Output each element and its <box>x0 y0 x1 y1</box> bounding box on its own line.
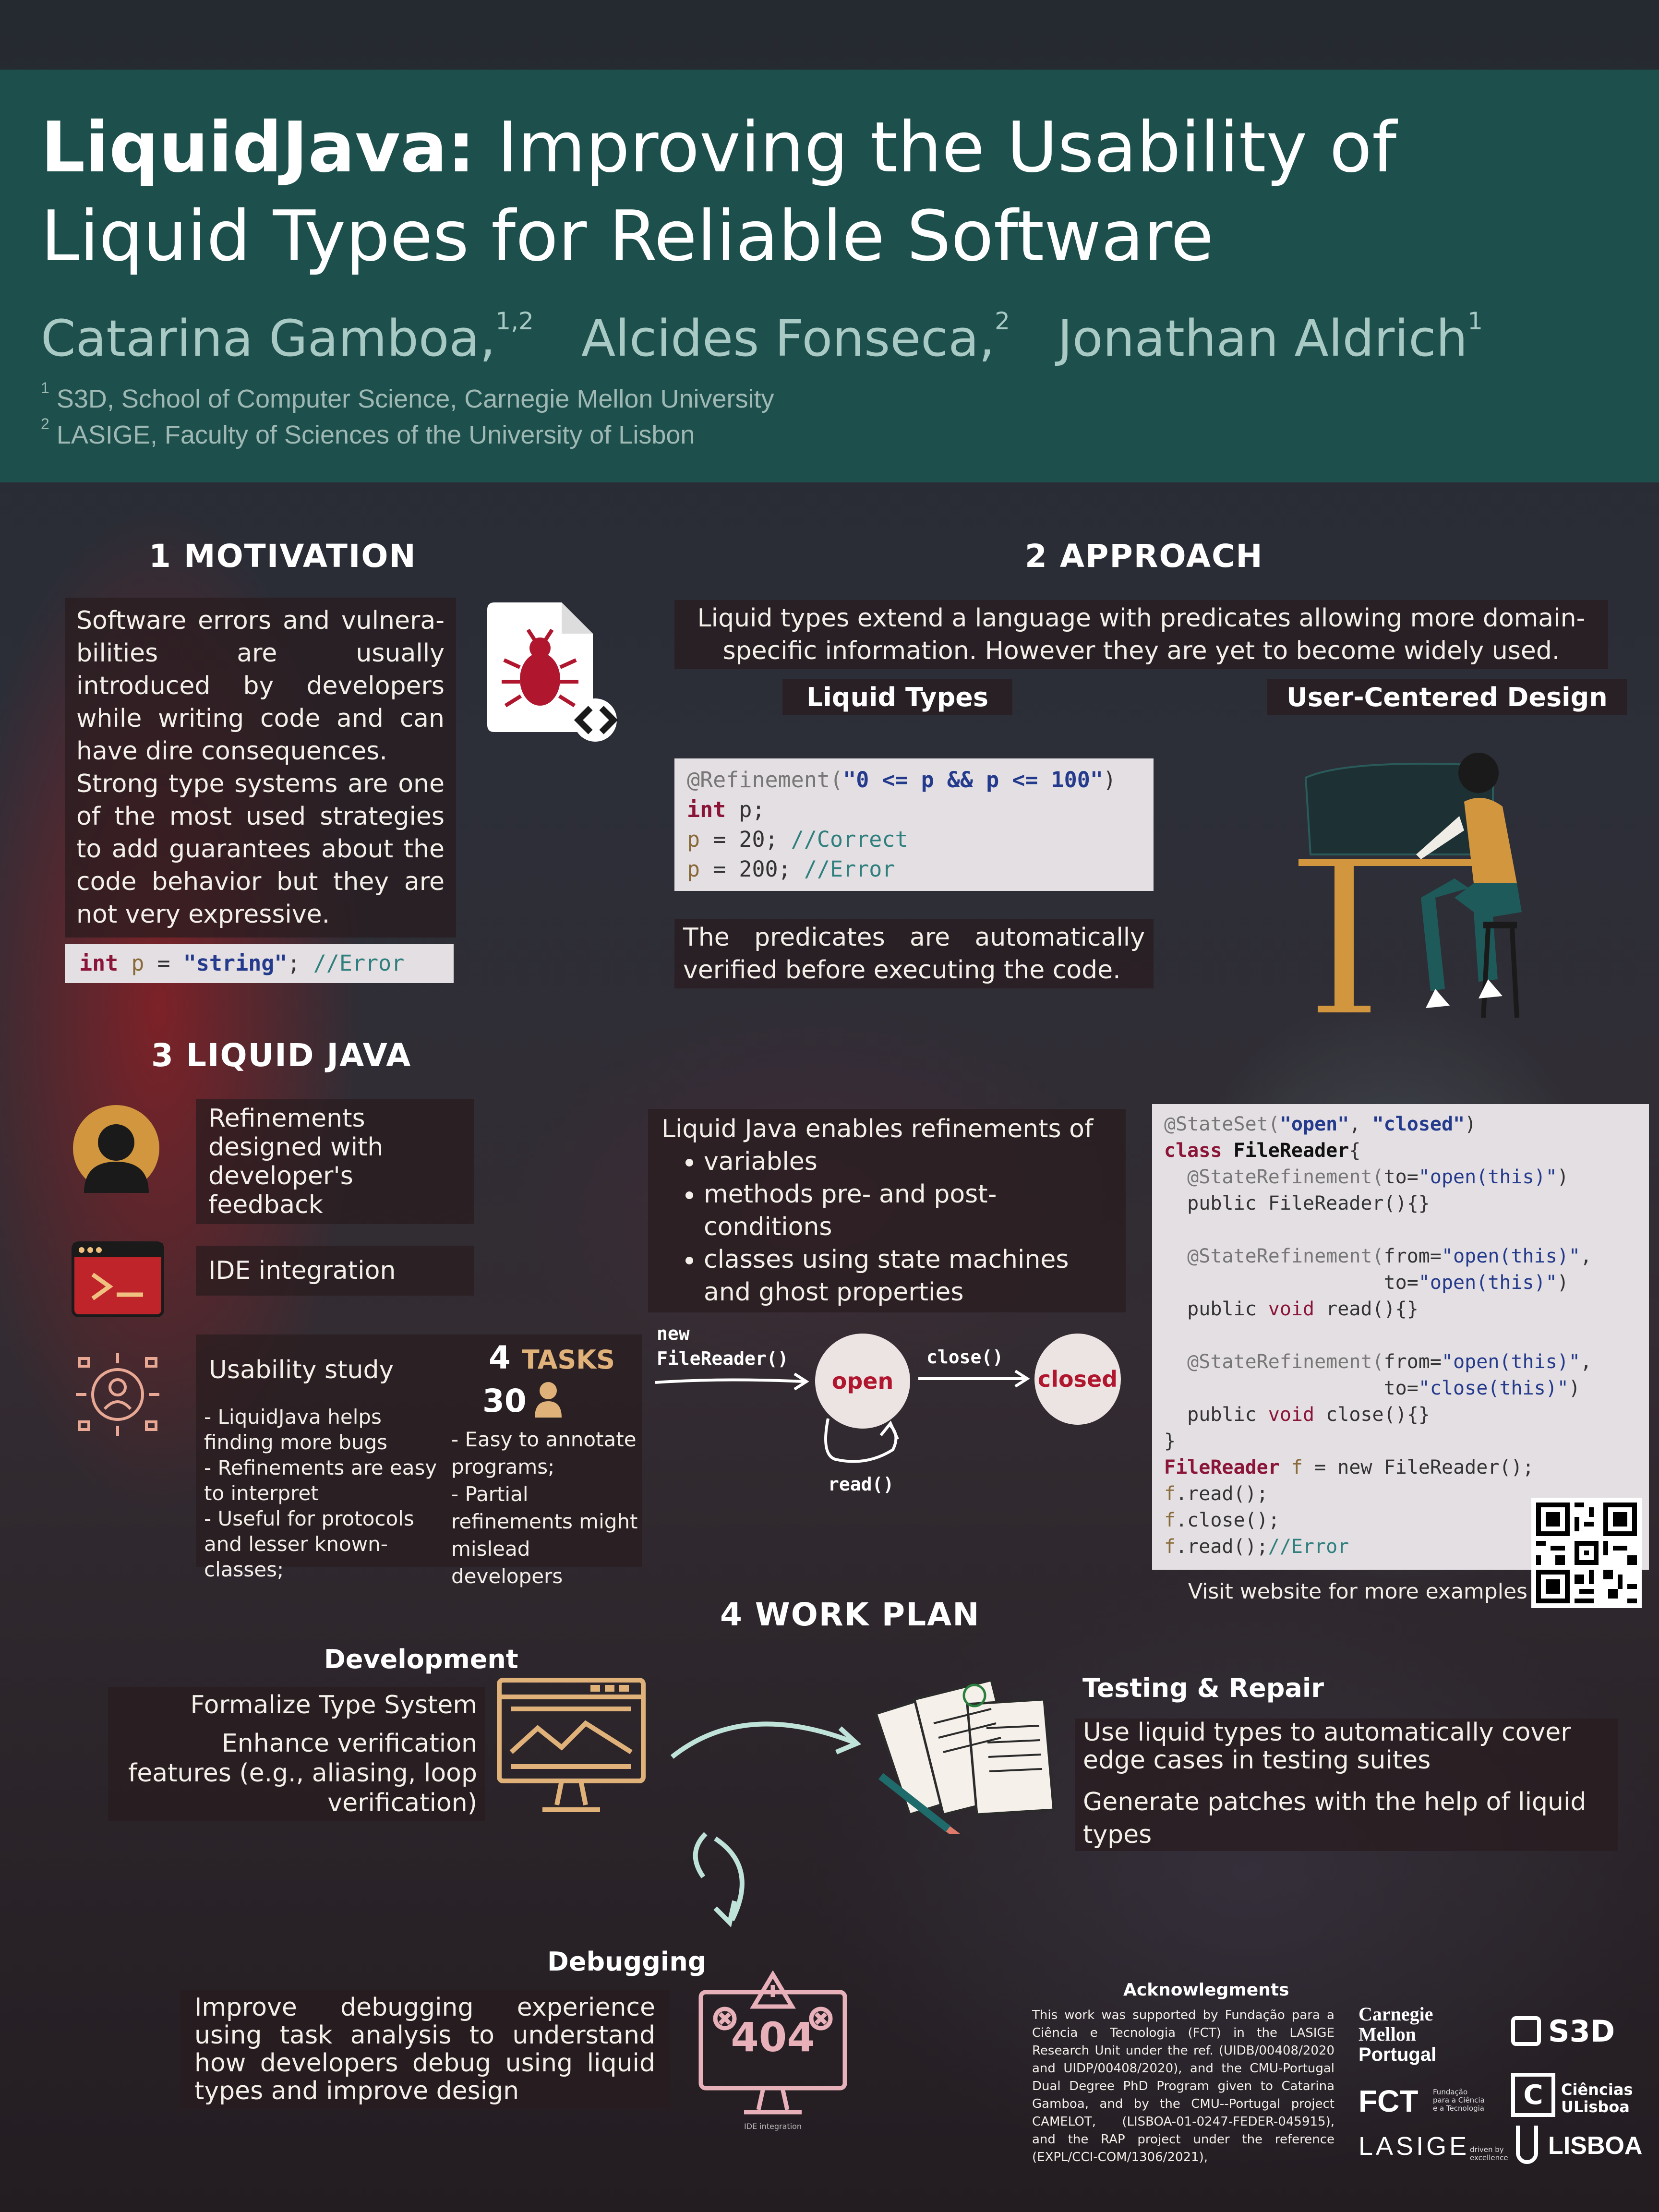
lasige-subtitle: driven by excellence <box>1470 2145 1508 2162</box>
documents-pen-icon <box>874 1678 1055 1834</box>
code-line <box>1164 1217 1637 1243</box>
enables-box: Liquid Java enables refinements of varia… <box>648 1109 1126 1312</box>
debugging-text: Improve debugging experience using task … <box>180 1990 670 2109</box>
feature-ide: IDE integration <box>196 1246 474 1296</box>
affiliation-2: 2 LASIGE, Faculty of Sciences of the Uni… <box>41 415 695 449</box>
poster-title: LiquidJava: Improving the Usability of L… <box>41 103 1577 281</box>
website-qr-code[interactable] <box>1531 1498 1642 1608</box>
s3d-logo-mark <box>1511 2016 1541 2046</box>
fct-subtitle: Fundação para a Ciência e a Tecnologia <box>1433 2088 1485 2113</box>
feature-usability: Usability study <box>209 1356 394 1384</box>
fct-logo: FCT <box>1358 2084 1419 2118</box>
code-line: @StateRefinement(from="open(this)", <box>1164 1351 1592 1373</box>
code-line: f.read();//Error <box>1164 1536 1349 1558</box>
cmu-portugal-logo: Carnegie Mellon Portugal <box>1358 2003 1437 2065</box>
developer-avatar-icon <box>73 1105 159 1193</box>
workplan-heading: 4 WORK PLAN <box>720 1596 980 1633</box>
lisboa-logo: LISBOA <box>1548 2132 1643 2160</box>
tasks-count: 4 TASKS <box>489 1339 615 1376</box>
participants-count: 30 <box>482 1382 527 1419</box>
code-line: public void read(){} <box>1164 1298 1419 1320</box>
code-line: @StateRefinement(to="open(this)") <box>1164 1166 1569 1188</box>
error-code: 404 <box>731 2014 815 2061</box>
code-line: to="open(this)") <box>1164 1272 1569 1294</box>
ulisboa-logo-mark <box>1516 2126 1538 2164</box>
title-bold: LiquidJava: <box>41 107 475 188</box>
state-closed: closed <box>1034 1334 1121 1425</box>
developer-at-desk-icon <box>1298 753 1522 1018</box>
lasige-logo: LASIGE <box>1358 2132 1470 2161</box>
code-line: } <box>1164 1430 1176 1452</box>
testing-items: Use liquid types to automatically cover … <box>1075 1719 1618 1851</box>
participant-icon <box>535 1382 562 1418</box>
bug-file-icon <box>487 602 618 742</box>
code-line: public void close(){} <box>1164 1404 1430 1426</box>
edge-close: close() <box>926 1346 1004 1368</box>
cycle-arrows <box>670 1721 862 1927</box>
filereader-code: @StateSet("open", "closed") class FileRea… <box>1152 1104 1649 1570</box>
monitor-dashboard-icon <box>497 1678 646 1812</box>
sm-init-label: new FileReader() <box>657 1323 789 1369</box>
development-items: Formalize Type System Enhance verificati… <box>108 1687 485 1821</box>
testing-title: Testing & Repair <box>1082 1673 1324 1703</box>
code-line: @StateSet("open", "closed") <box>1164 1113 1477 1135</box>
author-3: Jonathan Aldrich <box>1058 309 1468 368</box>
ide-terminal-icon <box>72 1241 164 1317</box>
predicates-text: The predicates are automatically verifie… <box>674 919 1154 988</box>
motivation-code: int p = "string"; //Error <box>65 944 454 983</box>
code-line: to="close(this)") <box>1164 1377 1580 1399</box>
approach-intro: Liquid types extend a language with pred… <box>674 600 1608 669</box>
liquidjava-heading: 3 LIQUID JAVA <box>151 1037 412 1074</box>
findings-left: - LiquidJava helps finding more bugs - R… <box>204 1405 437 1581</box>
code-line: FileReader f = new FileReader(); <box>1164 1456 1534 1479</box>
code-line: @StateRefinement(from="open(this)", <box>1164 1245 1592 1267</box>
authors: Catarina Gamboa,1,2 Alcides Fonseca,2 Jo… <box>41 307 1483 368</box>
code-line: f.close(); <box>1164 1509 1280 1531</box>
motivation-heading: 1 MOTIVATION <box>149 538 417 575</box>
s3d-logo: S3D <box>1548 2014 1615 2049</box>
motivation-text: Software errors and vulnera-bilities are… <box>65 598 456 938</box>
usability-study-box <box>196 1334 642 1567</box>
approach-heading: 2 APPROACH <box>1025 538 1263 575</box>
code-line <box>1164 1322 1637 1349</box>
ack-title: Acknowlegments <box>1123 1980 1289 2000</box>
error-404-monitor-icon <box>698 1971 847 2115</box>
sm-arrows <box>655 1370 1030 1463</box>
code-line: f.read(); <box>1164 1483 1268 1505</box>
debugging-title: Debugging <box>547 1947 707 1977</box>
refinement-code: @Refinement("0 <= p && p <= 100") int p;… <box>674 758 1154 891</box>
ciencias-logo-mark: C <box>1511 2073 1555 2117</box>
development-title: Development <box>324 1644 518 1674</box>
title-rest: Improving the Usability of Liquid Types … <box>41 107 1397 277</box>
usability-user-icon <box>76 1353 159 1436</box>
code-line: class FileReader{ <box>1164 1140 1361 1162</box>
edge-read: read() <box>828 1474 894 1495</box>
findings-right: - Easy to annotate programs; - Partial r… <box>451 1428 638 1588</box>
ciencias-logo: Ciências ULisboa <box>1561 2080 1633 2116</box>
feature-refinements: Refinements designed with developer's fe… <box>196 1099 474 1224</box>
ide-caption: IDE integration <box>744 2122 802 2131</box>
author-1: Catarina Gamboa, <box>41 309 496 368</box>
visit-website-link[interactable]: Visit website for more examples <box>1188 1579 1527 1604</box>
author-2: Alcides Fonseca, <box>581 309 995 368</box>
liquid-types-subheading: Liquid Types <box>782 679 1013 715</box>
code-line: public FileReader(){} <box>1164 1192 1430 1214</box>
header-band <box>0 70 1659 482</box>
ack-text: This work was supported by Fundação para… <box>1032 2008 1334 2164</box>
user-centered-subheading: User-Centered Design <box>1267 679 1627 715</box>
state-open: open <box>815 1334 910 1429</box>
affiliation-1: 1 S3D, School of Computer Science, Carne… <box>41 379 774 413</box>
